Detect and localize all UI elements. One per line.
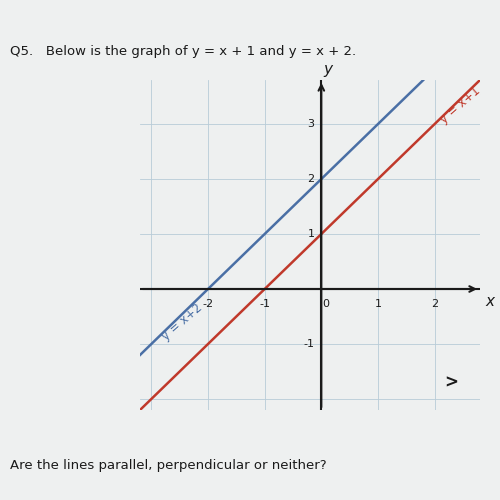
Text: >: > — [444, 374, 458, 392]
Text: y: y — [324, 62, 332, 77]
Text: 3: 3 — [308, 119, 314, 129]
Text: Q5.   Below is the graph of y = x + 1 and y = x + 2.: Q5. Below is the graph of y = x + 1 and … — [10, 44, 356, 58]
Text: y = x+2: y = x+2 — [160, 301, 205, 343]
Text: -1: -1 — [304, 339, 314, 349]
Text: 0: 0 — [322, 299, 330, 309]
Text: 2: 2 — [308, 174, 314, 184]
Text: Are the lines parallel, perpendicular or neither?: Are the lines parallel, perpendicular or… — [10, 458, 326, 471]
Text: x: x — [486, 294, 494, 308]
Text: 1: 1 — [308, 229, 314, 239]
Text: -1: -1 — [259, 299, 270, 309]
Text: 2: 2 — [431, 299, 438, 309]
Text: 1: 1 — [374, 299, 382, 309]
Text: -2: -2 — [202, 299, 213, 309]
Text: y = x+1: y = x+1 — [438, 84, 483, 126]
